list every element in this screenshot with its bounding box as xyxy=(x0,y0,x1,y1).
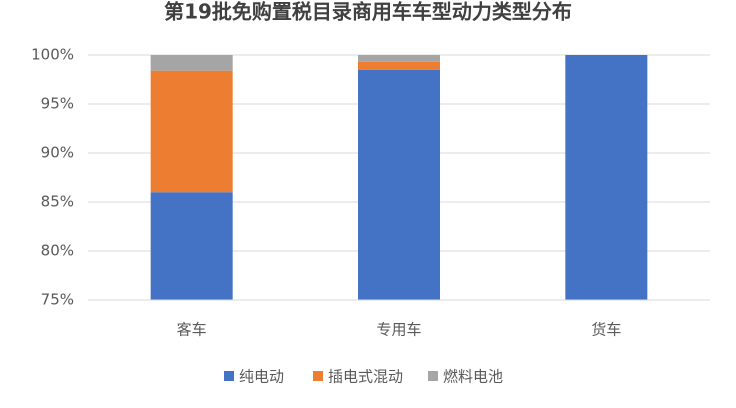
bar-segment xyxy=(565,55,648,300)
chart-title: 第19批免购置税目录商用车车型动力类型分布 xyxy=(164,0,572,24)
y-tick-label: 95% xyxy=(41,95,74,113)
legend-label: 纯电动 xyxy=(239,368,284,386)
y-tick-label: 75% xyxy=(41,291,74,309)
x-tick-label: 货车 xyxy=(591,321,621,339)
bar-segment xyxy=(358,61,440,70)
bar-segment xyxy=(150,55,233,71)
bar-segment xyxy=(150,70,233,193)
bar-segment xyxy=(358,69,440,300)
y-tick-label: 100% xyxy=(31,46,74,64)
x-tick-label: 客车 xyxy=(177,321,207,339)
bar-segment xyxy=(150,192,233,300)
y-tick-label: 80% xyxy=(41,242,74,260)
y-tick-label: 85% xyxy=(41,193,74,211)
legend-swatch xyxy=(313,371,323,381)
bar-segment xyxy=(358,55,440,62)
legend-label: 燃料电池 xyxy=(443,368,503,386)
y-tick-label: 90% xyxy=(41,144,74,162)
legend-label: 插电式混动 xyxy=(328,368,403,386)
legend-swatch xyxy=(428,371,438,381)
x-tick-label: 专用车 xyxy=(376,321,421,339)
legend-swatch xyxy=(224,371,234,381)
